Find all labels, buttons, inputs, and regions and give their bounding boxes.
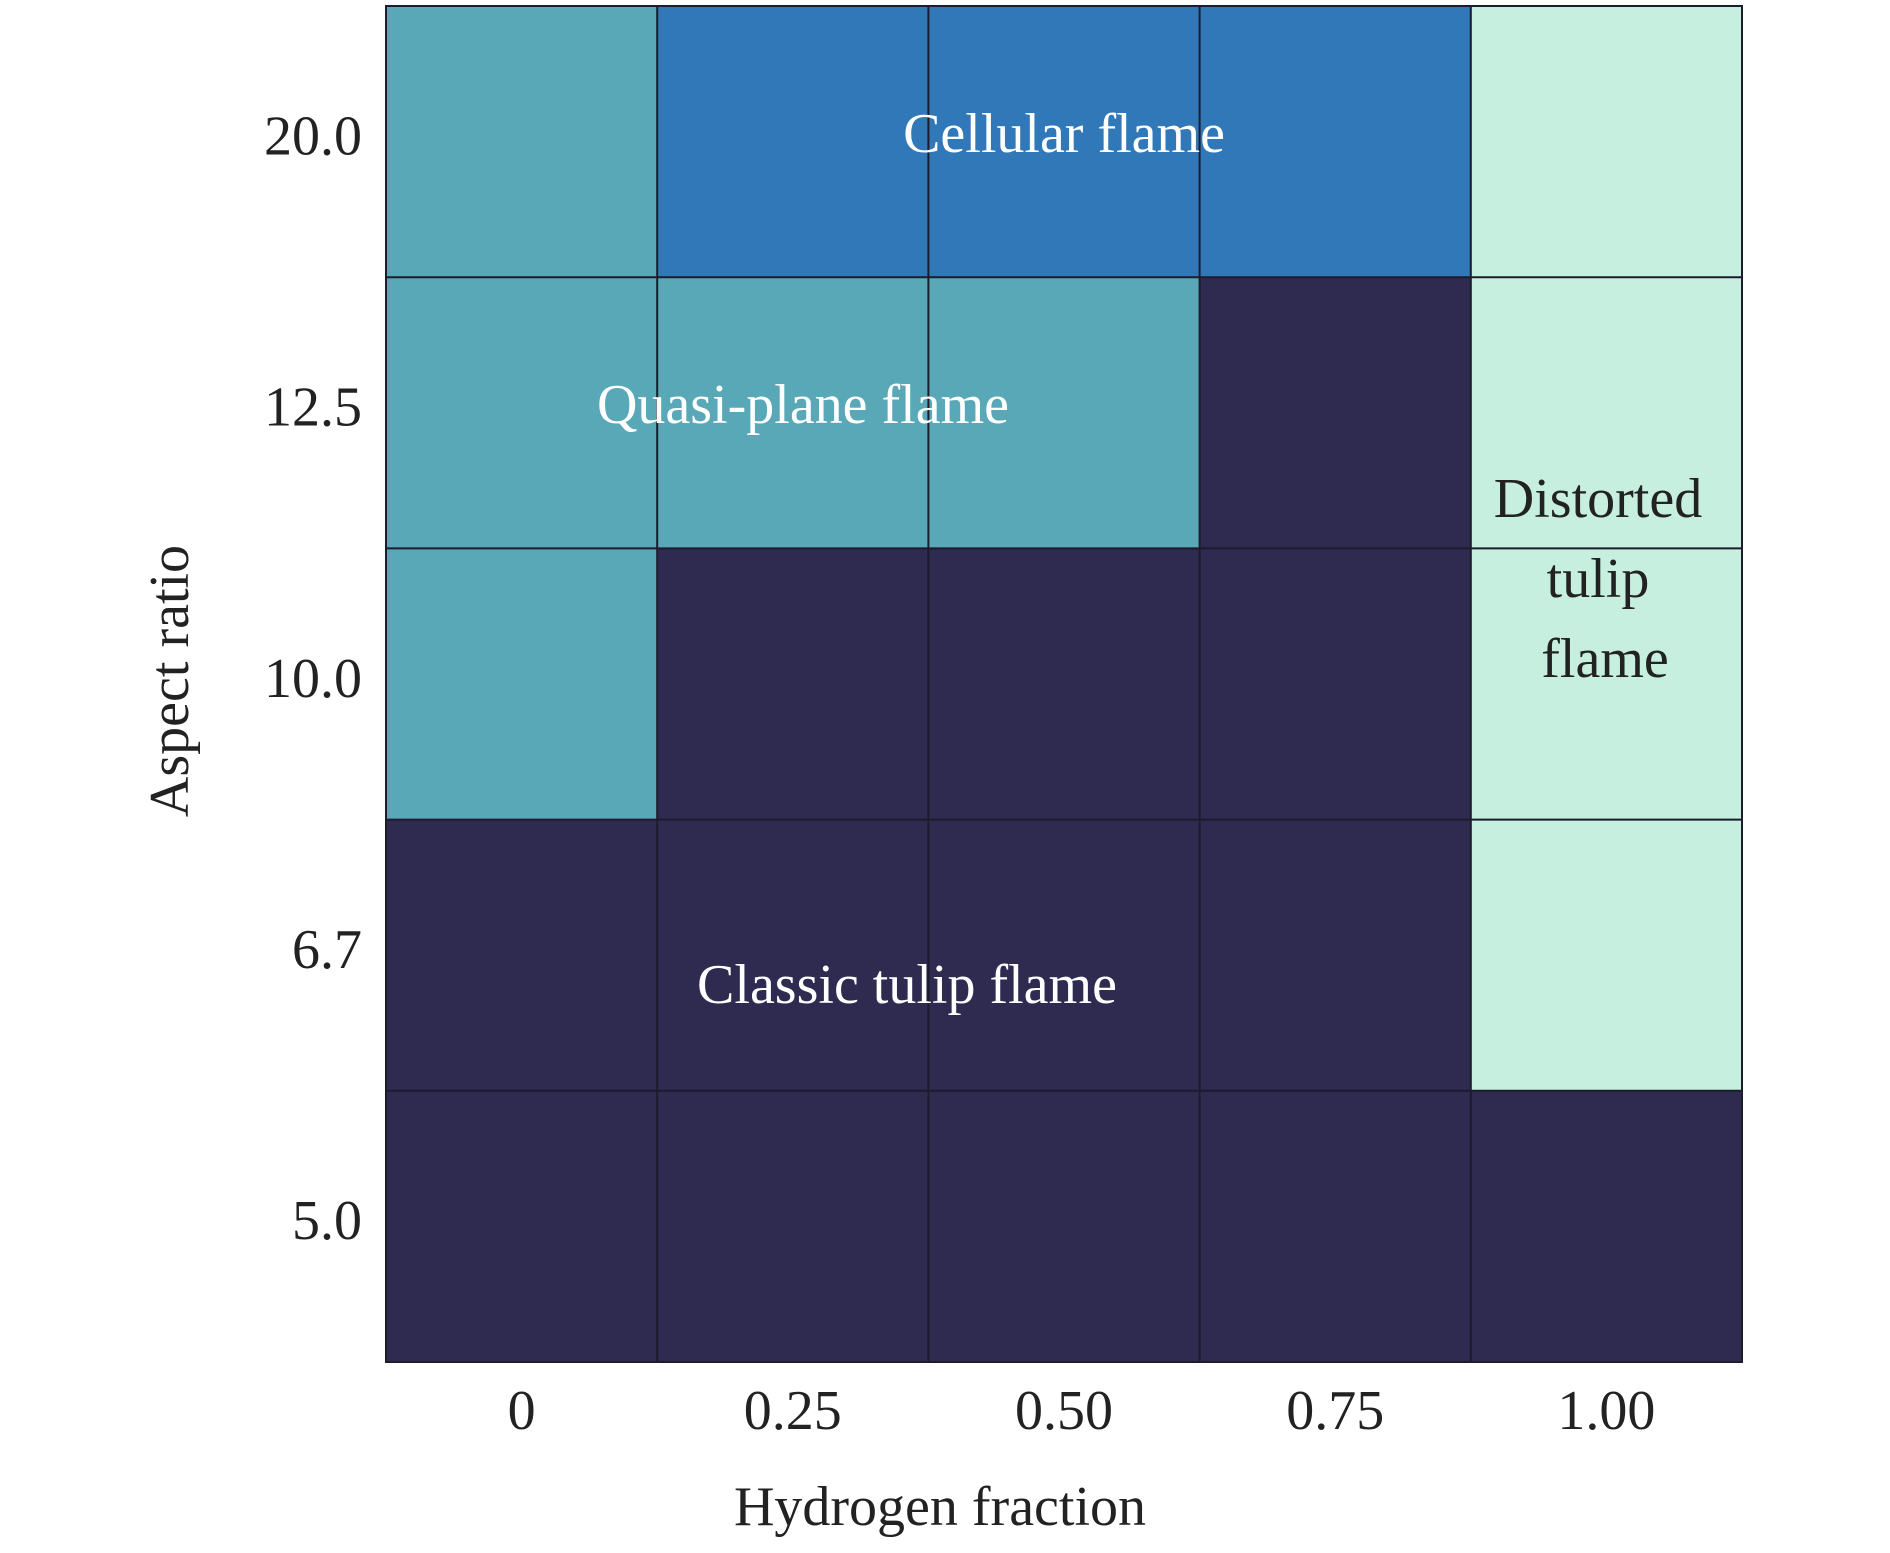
cell [928, 277, 1201, 549]
cell [386, 6, 658, 278]
x-tick-label: 0 [508, 1380, 536, 1442]
cell [928, 819, 1201, 1092]
regime-label: Quasi-plane flame [597, 374, 1009, 436]
plot-frame [385, 5, 1743, 1363]
cell [1470, 277, 1743, 549]
cell [657, 6, 929, 278]
cell [657, 548, 929, 821]
cell [928, 6, 1201, 278]
cell [1470, 548, 1743, 821]
cell [928, 548, 1201, 821]
cell [928, 1090, 1201, 1363]
cell [386, 548, 658, 821]
cell [386, 1090, 658, 1363]
cell [657, 277, 929, 549]
x-tick-label: 0.50 [1015, 1380, 1113, 1442]
cell [1199, 277, 1472, 549]
regime-label: Distorted tulip flame [1494, 468, 1716, 690]
cell [1199, 6, 1472, 278]
cell [657, 819, 929, 1092]
y-tick-label: 12.5 [264, 377, 362, 439]
regime-label: Cellular flame [903, 103, 1225, 165]
cell [1199, 1090, 1472, 1363]
cell [657, 1090, 929, 1363]
y-axis-label: Aspect ratio [139, 545, 201, 817]
x-tick-label: 0.25 [744, 1380, 842, 1442]
cell [1470, 1090, 1743, 1363]
cell [1470, 819, 1743, 1092]
cell [1199, 548, 1472, 821]
y-tick-label: 5.0 [292, 1190, 362, 1252]
y-tick-label: 10.0 [264, 648, 362, 710]
x-axis-label: Hydrogen fraction [734, 1476, 1146, 1538]
cell [1470, 6, 1743, 278]
cell [1199, 819, 1472, 1092]
y-tick-label: 20.0 [264, 105, 362, 167]
regime-label: Classic tulip flame [697, 954, 1117, 1016]
y-tick-label: 6.7 [292, 919, 362, 981]
x-tick-label: 1.00 [1557, 1380, 1655, 1442]
cell [386, 277, 658, 549]
cell [386, 819, 658, 1092]
x-tick-label: 0.75 [1286, 1380, 1384, 1442]
